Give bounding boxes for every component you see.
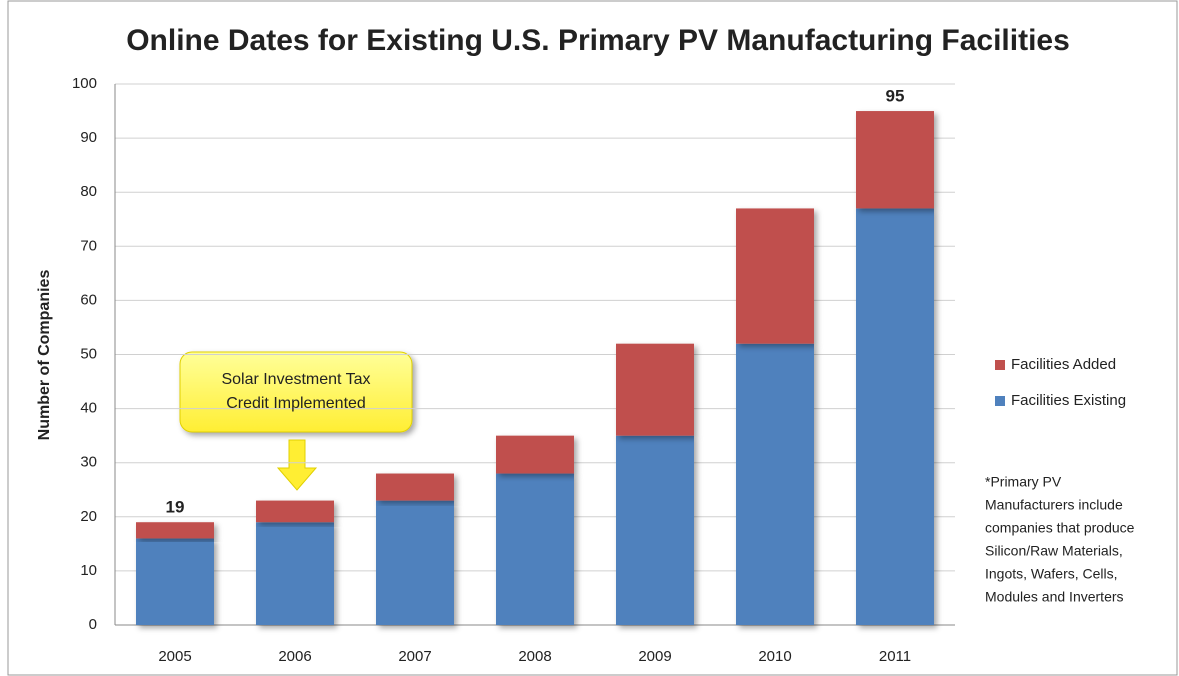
- y-tick-label: 10: [80, 562, 97, 579]
- total-label: 95: [886, 87, 905, 106]
- legend-swatch: [995, 360, 1005, 370]
- bar-segment: [616, 435, 694, 625]
- y-tick-label: 40: [80, 400, 97, 417]
- x-tick-label: 2006: [278, 648, 311, 665]
- y-tick-label: 20: [80, 508, 97, 525]
- callout-text: Credit Implemented: [226, 395, 366, 412]
- y-tick-label: 70: [80, 237, 97, 254]
- bar-segment: [496, 435, 574, 474]
- callout-arrow: [276, 439, 318, 491]
- x-tick-label: 2008: [518, 648, 551, 665]
- y-tick-label: 60: [80, 291, 97, 308]
- y-tick-label: 90: [80, 129, 97, 146]
- y-tick-label: 80: [80, 183, 97, 200]
- bar-segment: [376, 473, 454, 501]
- y-tick-label: 50: [80, 345, 97, 362]
- footnote: companies that produce: [985, 520, 1135, 536]
- footnote: Modules and Inverters: [985, 589, 1124, 605]
- bar-segment: [256, 522, 334, 625]
- bar-segment: [136, 522, 214, 539]
- bar-segment: [256, 500, 334, 523]
- legend-swatch: [995, 396, 1005, 406]
- footnote: Manufacturers include: [985, 497, 1123, 513]
- y-tick-label: 0: [89, 616, 97, 633]
- bar-segment: [496, 473, 574, 625]
- callout-text: Solar Investment Tax: [221, 371, 370, 388]
- bar-segment: [856, 208, 934, 625]
- x-tick-label: 2007: [398, 648, 431, 665]
- x-tick-label: 2010: [758, 648, 791, 665]
- bar-segment: [736, 208, 814, 344]
- legend-label: Facilities Existing: [1011, 392, 1126, 409]
- y-tick-label: 100: [72, 75, 97, 92]
- bar-segment: [616, 343, 694, 436]
- x-tick-label: 2005: [158, 648, 191, 665]
- y-axis-label: Number of Companies: [36, 270, 53, 441]
- footnote: Silicon/Raw Materials,: [985, 543, 1123, 559]
- bar-segment: [856, 111, 934, 209]
- y-tick-label: 30: [80, 454, 97, 471]
- bar-segment: [736, 343, 814, 625]
- x-tick-label: 2009: [638, 648, 671, 665]
- footnote: *Primary PV: [985, 474, 1062, 490]
- x-tick-label: 2011: [879, 648, 911, 665]
- total-label: 19: [166, 498, 185, 517]
- chart-title: Online Dates for Existing U.S. Primary P…: [126, 24, 1070, 57]
- bar-segment: [136, 538, 214, 625]
- legend-label: Facilities Added: [1011, 356, 1116, 373]
- bar-segment: [376, 500, 454, 625]
- frame: [7, 0, 1178, 676]
- footnote: Ingots, Wafers, Cells,: [985, 566, 1118, 582]
- callout-box: [179, 351, 413, 433]
